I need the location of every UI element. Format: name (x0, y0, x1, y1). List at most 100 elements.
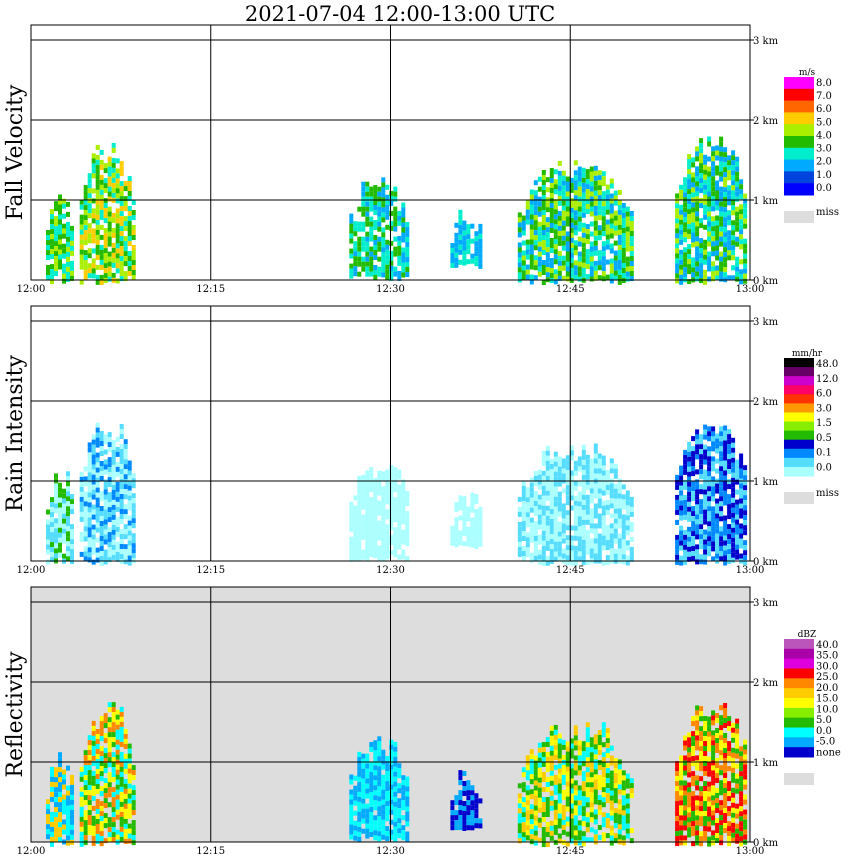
echo-cell (593, 210, 598, 216)
echo-cell (545, 842, 550, 847)
echo-cell (589, 231, 594, 237)
echo-cell (609, 795, 614, 801)
echo-cell (699, 238, 704, 244)
echo-cell (727, 781, 732, 787)
echo-cell (711, 710, 716, 716)
echo-cell (541, 555, 546, 561)
echo-cell (127, 191, 132, 196)
echo-cell (703, 474, 708, 480)
echo-cell (458, 249, 463, 255)
echo-cell (357, 776, 362, 782)
echo-cell (597, 458, 602, 464)
echo-cell (107, 537, 112, 543)
echo-cell (381, 471, 386, 477)
echo-cell (735, 783, 740, 789)
echo-cell (739, 836, 744, 842)
echo-cell (397, 235, 402, 241)
echo-cell (95, 457, 100, 463)
echo-cell (617, 269, 622, 275)
echo-cell (541, 827, 546, 832)
echo-cell (541, 787, 546, 792)
echo-cell (695, 231, 700, 237)
echo-cell (533, 235, 538, 241)
echo-cell (458, 815, 463, 821)
echo-cell (605, 560, 610, 565)
echo-cell (695, 735, 700, 741)
echo-cell (613, 220, 618, 226)
echo-cell (581, 247, 586, 253)
echo-cell (569, 187, 574, 193)
echo-cell (695, 825, 700, 831)
echo-cell (553, 734, 558, 740)
echo-cell (87, 810, 92, 816)
echo-cell (597, 185, 602, 191)
echo-cell (589, 787, 594, 793)
echo-cell (537, 271, 542, 277)
echo-cell (381, 491, 386, 497)
echo-cell (581, 242, 586, 248)
echo-cell (691, 471, 696, 477)
echo-cell (715, 533, 720, 539)
echo-cell (549, 790, 554, 796)
echo-cell (83, 466, 88, 472)
echo-cell (739, 806, 744, 812)
echo-cell (131, 770, 136, 776)
echo-cell (585, 722, 590, 728)
echo-cell (361, 474, 366, 480)
echo-cell (127, 475, 132, 481)
echo-cell (695, 544, 700, 550)
echo-cell (593, 458, 598, 464)
echo-cell (54, 236, 58, 242)
echo-cell (589, 201, 594, 207)
echo-cell (545, 535, 550, 541)
echo-cell (597, 230, 602, 236)
echo-cell (739, 224, 744, 230)
echo-cell (743, 203, 748, 209)
echo-cell (50, 826, 54, 832)
echo-cell (565, 465, 570, 471)
echo-cell (58, 762, 62, 768)
echo-cell (377, 226, 382, 232)
echo-cell (405, 496, 410, 502)
echo-cell (357, 836, 362, 842)
echo-cell (58, 259, 62, 265)
echo-cell (735, 534, 740, 540)
echo-cell (365, 211, 370, 217)
legend-label: 48.0 (816, 359, 838, 370)
echo-cell (625, 246, 630, 252)
echo-cell (593, 749, 598, 755)
echo-cell (675, 836, 680, 842)
echo-cell (389, 804, 394, 810)
echo-cell (613, 275, 618, 281)
echo-cell (735, 161, 740, 167)
echo-cell (605, 530, 610, 535)
echo-cell (529, 779, 534, 785)
echo-cell (369, 472, 374, 478)
echo-cell (691, 262, 696, 268)
echo-cell (715, 498, 720, 504)
echo-cell (735, 256, 740, 262)
echo-cell (123, 261, 128, 267)
echo-cell (727, 170, 732, 176)
echo-cell (731, 812, 736, 818)
echo-cell (119, 736, 124, 742)
echo-cell (357, 550, 362, 556)
echo-cell (389, 220, 394, 226)
echo-cell (739, 766, 744, 772)
echo-cell (731, 160, 736, 166)
echo-cell (389, 255, 394, 261)
echo-cell (605, 244, 610, 250)
echo-cell (723, 435, 728, 441)
echo-cell (377, 470, 382, 476)
echo-cell (99, 431, 104, 436)
echo-cell (521, 782, 526, 788)
echo-cell (405, 252, 410, 257)
echo-cell (103, 554, 108, 560)
echo-cell (533, 835, 538, 841)
echo-cell (95, 422, 100, 428)
echo-cell (601, 490, 606, 496)
echo-cell (111, 454, 116, 460)
echo-cell (389, 774, 394, 780)
echo-cell (521, 486, 526, 491)
